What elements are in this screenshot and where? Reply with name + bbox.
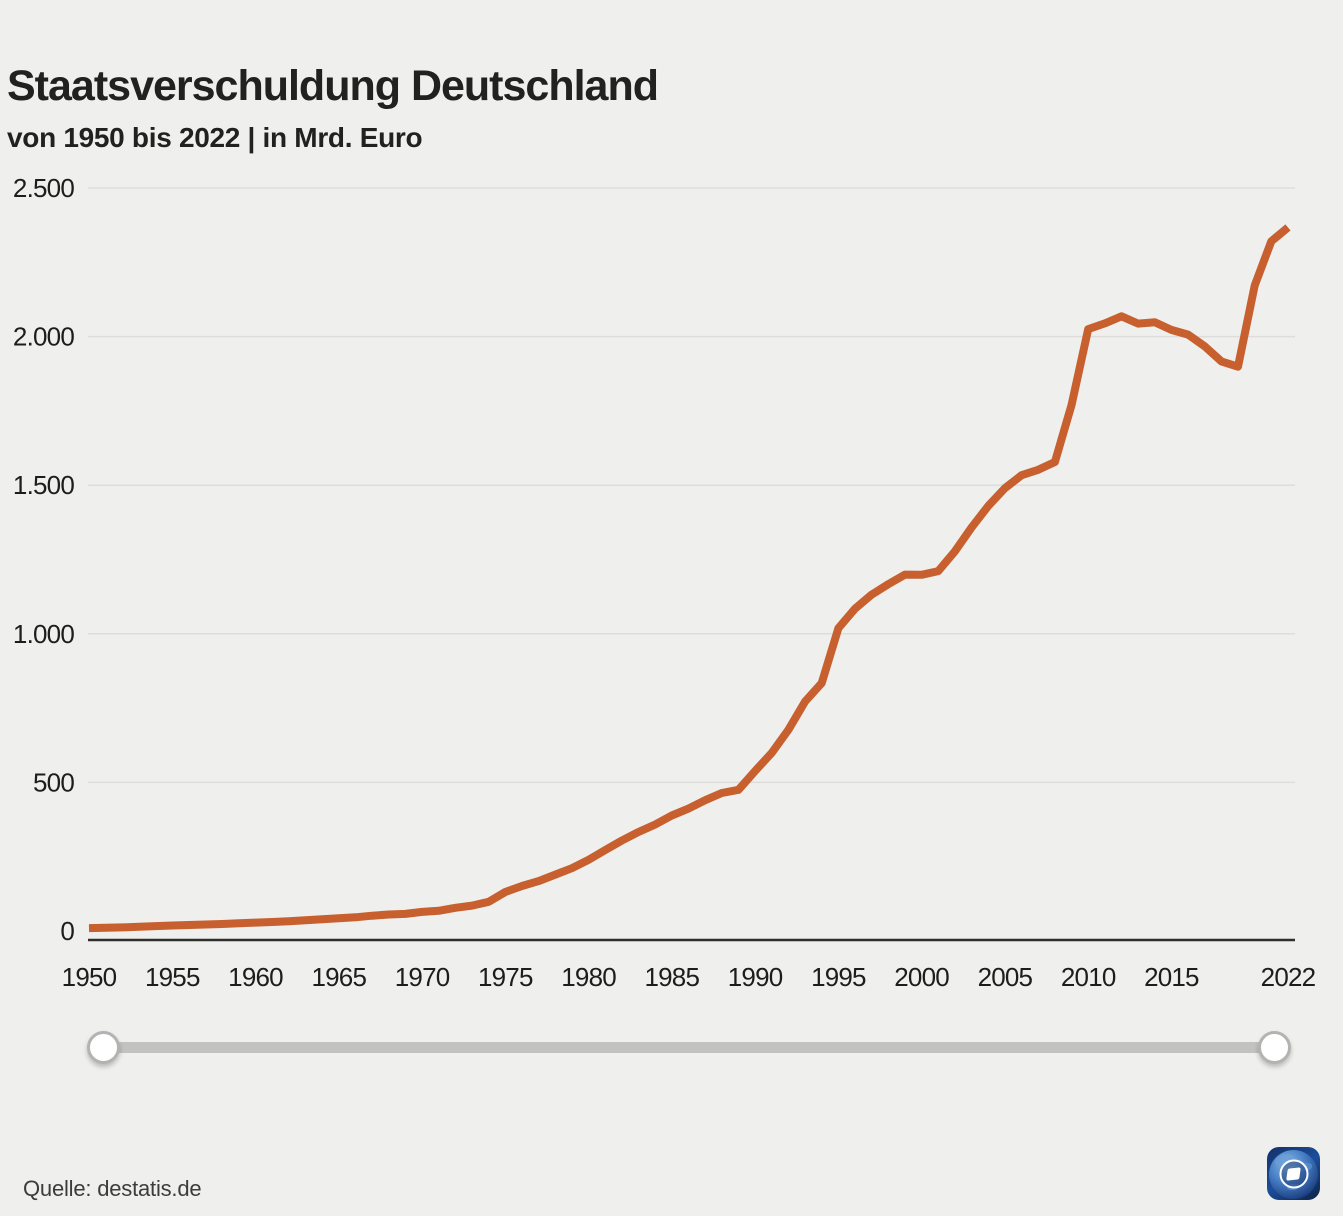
y-axis-tick-label: 2.500 bbox=[13, 173, 74, 203]
y-axis-tick-label: 1.000 bbox=[13, 619, 74, 649]
x-axis-tick-label: 1985 bbox=[644, 962, 699, 992]
x-axis-tick-label: 1970 bbox=[395, 962, 450, 992]
x-axis-tick-label: 1950 bbox=[62, 962, 117, 992]
debt-line-chart: 0 500 1.000 1.500 2.000 2.500 1950 1955 1960 1965… bbox=[13, 173, 1317, 992]
x-axis-tick-label: 2022 bbox=[1261, 962, 1316, 992]
x-axis-tick-label: 2015 bbox=[1144, 962, 1199, 992]
x-axis-tick-label: 1980 bbox=[561, 962, 616, 992]
slider-handle-start[interactable] bbox=[87, 1031, 120, 1064]
tagesschau-logo bbox=[1267, 1147, 1320, 1200]
x-axis-tick-label: 1960 bbox=[228, 962, 283, 992]
chart-subtitle: von 1950 bis 2022 | in Mrd. Euro bbox=[7, 122, 423, 154]
y-axis-tick-label: 500 bbox=[33, 767, 74, 797]
y-axis-tick-label: 0 bbox=[60, 916, 74, 946]
x-axis-tick-label: 2010 bbox=[1061, 962, 1116, 992]
year-range-slider bbox=[0, 1025, 1343, 1069]
x-axis-tick-label: 2000 bbox=[894, 962, 949, 992]
y-axis-tick-label: 1.500 bbox=[13, 470, 74, 500]
x-axis-tick-label: 1975 bbox=[478, 962, 533, 992]
slider-handle-end[interactable] bbox=[1258, 1031, 1291, 1064]
logo-flag-icon bbox=[1285, 1166, 1301, 1181]
x-axis-tick-label: 1965 bbox=[311, 962, 366, 992]
x-axis-tick-label: 1990 bbox=[728, 962, 783, 992]
x-axis-tick-label: 1995 bbox=[811, 962, 866, 992]
slider-track[interactable] bbox=[99, 1042, 1279, 1053]
x-axis-tick-label: 2005 bbox=[978, 962, 1033, 992]
x-axis-tick-label: 1955 bbox=[145, 962, 200, 992]
debt-line-series[interactable] bbox=[88, 224, 1291, 933]
source-label: Quelle: destatis.de bbox=[23, 1176, 202, 1201]
y-axis-tick-label: 2.000 bbox=[13, 322, 74, 352]
chart-title: Staatsverschuldung Deutschland bbox=[7, 61, 659, 110]
